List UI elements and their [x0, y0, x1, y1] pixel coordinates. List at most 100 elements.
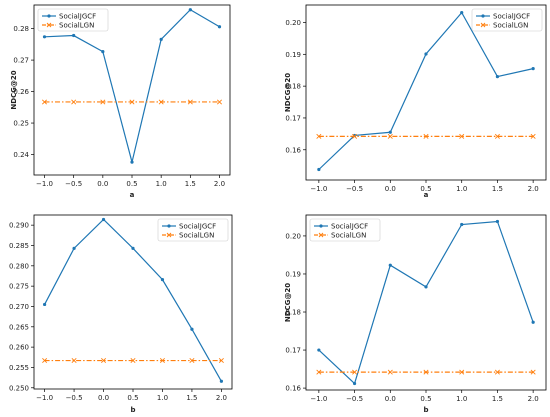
data-point-socialjgcf: [388, 263, 392, 267]
x-axis-label: a: [130, 191, 135, 199]
x-tick-label: 1.5: [186, 394, 197, 402]
x-tick-label: 0.5: [126, 180, 137, 188]
legend-marker: [166, 232, 172, 238]
data-point-sociallgn: [41, 99, 48, 105]
y-tick-label: 0.265: [9, 323, 29, 331]
x-tick-label: 1.5: [185, 180, 196, 188]
x-tick-label: 2.0: [528, 395, 539, 403]
chart-panel-top-right: −1.0 −0.5 0.0 0.5 1.0 1.5 2.0 0.16 0.17 0.18 0.19 0…: [284, 4, 547, 199]
data-point-sociallgn: [100, 99, 106, 105]
data-point-socialjgcf: [217, 25, 222, 29]
x-tick-label: 0.0: [385, 395, 396, 403]
data-point-socialjgcf: [101, 49, 105, 54]
x-tick-label: 0.0: [97, 180, 108, 188]
y-tick-label: 0.24: [13, 151, 29, 159]
x-tick-label: −0.5: [346, 395, 363, 403]
legend-entry: SocialJGCF: [59, 13, 96, 21]
data-point-socialjgcf: [43, 302, 47, 307]
legend-entry: SocialJGCF: [493, 13, 530, 21]
data-point-sociallgn: [218, 358, 224, 364]
y-tick-label: 0.20: [285, 232, 301, 240]
data-point-sociallgn: [71, 358, 77, 364]
data-point-socialjgcf: [531, 67, 535, 71]
data-point-socialjgcf: [130, 160, 134, 164]
data-point-sociallgn: [216, 99, 223, 105]
legend-entry: SocialJGCF: [331, 223, 368, 231]
y-axis-label: NDCG@20: [284, 73, 292, 112]
chart-panel-top-left: −1.0 −0.5 0.0 0.5 1.0 1.5 2.0 0.24 0.25 0.26 0.27 0…: [10, 4, 231, 199]
y-tick-label: 0.27: [13, 57, 29, 65]
data-point-socialjgcf: [352, 381, 357, 386]
data-point-socialjgcf: [531, 320, 535, 324]
data-point-socialjgcf: [160, 278, 165, 282]
x-tick-label: −0.5: [65, 180, 82, 188]
series-line-socialjgcf: [44, 8, 220, 163]
y-tick-label: 0.25: [13, 120, 29, 128]
y-tick-label: 0.280: [9, 262, 29, 270]
legend-marker: [318, 232, 324, 238]
data-point-sociallgn: [459, 369, 465, 375]
data-point-sociallgn: [423, 369, 429, 375]
chart-panel-bottom-left: −1.0 −0.5 0.0 0.5 1.0 1.5 2.0 0.250 0.255 0.260 0.…: [9, 214, 233, 414]
y-axis-label: NDCG@20: [284, 283, 292, 322]
legend-entry: SocialLGN: [59, 22, 94, 30]
series-line-socialjgcf: [44, 218, 222, 382]
x-tick-label: −1.0: [310, 185, 327, 193]
x-axis-label: a: [424, 191, 429, 199]
legend-marker: [46, 22, 52, 28]
y-tick-label: 0.17: [285, 347, 301, 355]
data-point-socialjgcf: [72, 246, 76, 250]
data-point-sociallgn: [130, 358, 136, 364]
legend-marker: [319, 224, 323, 228]
y-tick-label: 0.255: [9, 364, 29, 372]
data-point-sociallgn: [42, 358, 48, 364]
x-tick-label: 1.0: [456, 185, 467, 193]
x-tick-label: −1.0: [310, 395, 327, 403]
y-tick-label: 0.260: [9, 344, 29, 352]
legend-entry: SocialJGCF: [179, 223, 216, 231]
x-tick-label: 1.0: [157, 394, 168, 402]
y-tick-label: 0.18: [285, 83, 301, 91]
data-point-socialjgcf: [495, 219, 500, 224]
y-tick-label: 0.20: [285, 19, 301, 27]
data-point-sociallgn: [530, 369, 536, 375]
x-tick-label: 0.5: [420, 395, 431, 403]
data-point-sociallgn: [387, 369, 393, 375]
x-tick-label: 0.0: [385, 185, 396, 193]
data-point-sociallgn: [158, 99, 164, 105]
data-point-socialjgcf: [101, 217, 106, 222]
data-point-sociallgn: [387, 133, 393, 139]
data-point-socialjgcf: [424, 52, 428, 56]
data-point-socialjgcf: [317, 167, 321, 172]
data-point-socialjgcf: [42, 35, 47, 39]
x-tick-label: 1.0: [456, 395, 467, 403]
y-tick-label: 0.250: [9, 384, 29, 392]
x-tick-label: −1.0: [36, 394, 53, 402]
data-point-sociallgn: [494, 133, 500, 139]
data-point-sociallgn: [352, 133, 358, 139]
legend-marker: [47, 14, 51, 18]
data-point-socialjgcf: [190, 327, 194, 331]
data-point-sociallgn: [71, 99, 77, 105]
x-tick-label: 0.0: [98, 394, 109, 402]
legend-marker: [481, 14, 485, 18]
data-point-sociallgn: [159, 358, 165, 364]
y-tick-label: 0.275: [9, 283, 29, 291]
legend-entry: SocialLGN: [331, 232, 366, 240]
y-tick-label: 0.17: [285, 114, 301, 122]
data-point-sociallgn: [316, 133, 322, 139]
data-point-socialjgcf: [388, 130, 392, 134]
data-point-socialjgcf: [219, 379, 223, 383]
data-point-sociallgn: [129, 99, 135, 105]
y-tick-label: 0.16: [285, 385, 301, 393]
x-tick-label: 2.0: [214, 180, 225, 188]
x-tick-label: 1.5: [492, 395, 503, 403]
x-tick-label: −0.5: [346, 185, 363, 193]
x-axis-label: b: [130, 406, 135, 414]
data-point-sociallgn: [459, 133, 465, 139]
data-point-socialjgcf: [188, 8, 192, 12]
legend-entry: SocialLGN: [493, 22, 528, 30]
data-point-sociallgn: [189, 358, 195, 364]
